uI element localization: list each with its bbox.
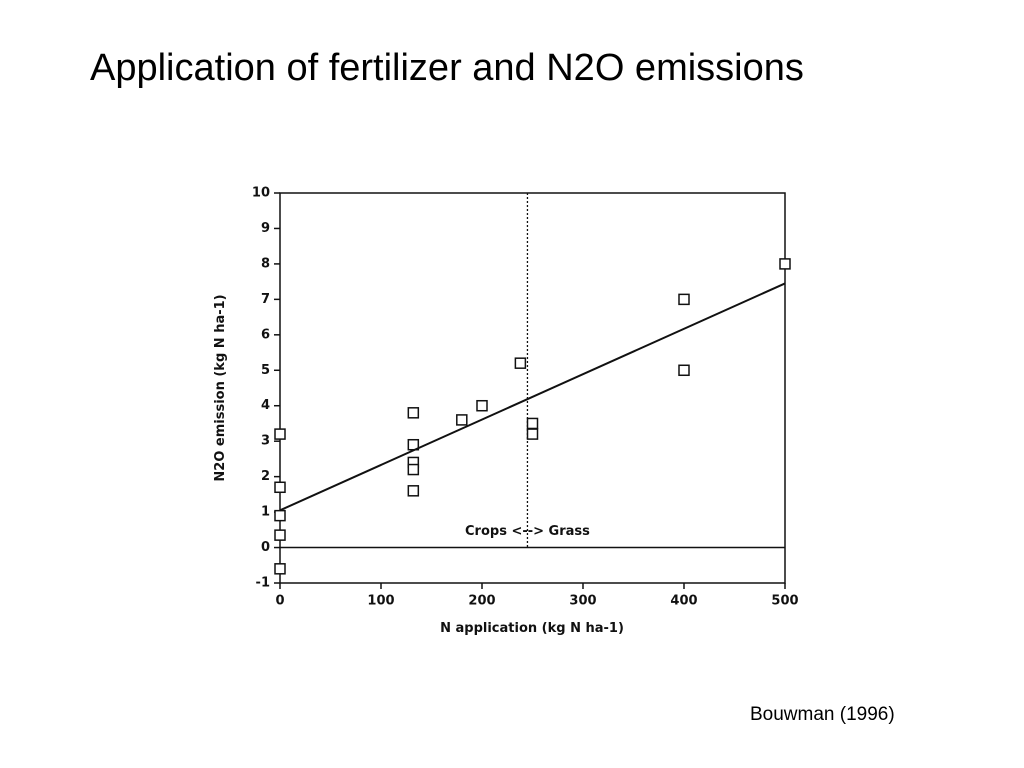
y-tick-label: 7 (261, 292, 270, 307)
x-tick-label: 300 (569, 594, 596, 609)
data-point (678, 364, 690, 377)
y-tick-label: 9 (261, 221, 270, 236)
data-point (407, 463, 420, 476)
y-tick-label: 4 (261, 398, 270, 413)
slide-title: Application of fertilizer and N2O emissi… (90, 47, 804, 89)
y-tick-label: 1 (261, 505, 270, 520)
data-point (456, 414, 468, 426)
data-point (274, 481, 286, 494)
data-point (779, 258, 791, 270)
data-point (274, 428, 286, 440)
y-tick-label: 10 (252, 186, 270, 201)
plot-frame (279, 192, 786, 584)
y-tick-label: 0 (261, 540, 270, 555)
x-tick-label: 200 (468, 594, 495, 609)
x-tick-label: 100 (367, 594, 394, 609)
data-point (407, 407, 420, 419)
y-axis-label: N2O emission (kg N ha-1) (213, 294, 228, 481)
x-tick-label: 0 (275, 594, 284, 609)
data-point (514, 357, 527, 369)
data-point (526, 417, 539, 430)
data-point (678, 293, 690, 306)
data-point (274, 509, 286, 522)
divider-label: Crops <--> Grass (465, 524, 590, 539)
fit-line (279, 282, 786, 512)
y-tick-label: -1 (256, 576, 270, 591)
x-tick-label: 400 (670, 594, 697, 609)
y-tick-label: 5 (261, 363, 270, 378)
data-point (476, 399, 488, 412)
x-axis-label: N application (kg N ha-1) (440, 621, 624, 636)
y-tick-label: 3 (261, 434, 270, 449)
y-tick-label: 6 (261, 327, 270, 342)
y-tick-label: 2 (261, 469, 270, 484)
data-point (407, 485, 420, 497)
x-tick-label: 500 (771, 594, 798, 609)
data-point (274, 529, 286, 541)
data-point (274, 563, 286, 575)
y-tick-label: 8 (261, 256, 270, 271)
source: Bouwman (1996) (750, 704, 895, 725)
data-point (526, 428, 539, 440)
